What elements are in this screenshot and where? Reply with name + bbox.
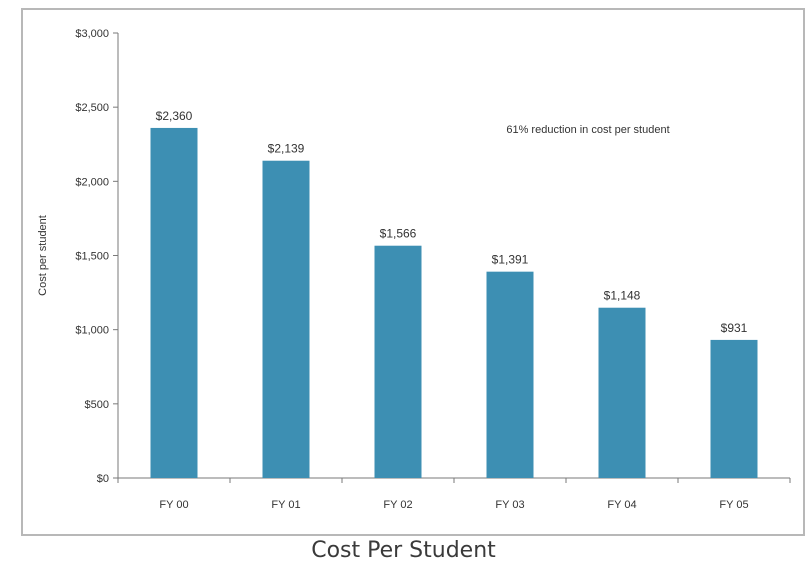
bar: [262, 160, 310, 478]
x-tick-label: FY 00: [159, 499, 188, 511]
y-tick-label: $0: [97, 473, 109, 485]
x-tick-label: FY 01: [271, 499, 300, 511]
data-label: $1,148: [604, 289, 641, 303]
y-tick-label: $3,000: [75, 28, 109, 40]
bar: [486, 271, 534, 478]
y-tick-label: $500: [85, 399, 109, 411]
x-tick-label: FY 04: [607, 499, 636, 511]
chart-title: Cost Per Student: [311, 538, 496, 563]
data-label: $1,566: [380, 227, 417, 241]
bar-chart: $0 $500 $1,000 $1,500 $2,000 $2,500 $3,000 Cost…: [37, 28, 791, 511]
x-tick-label: FY 02: [383, 499, 412, 511]
data-label: $2,139: [268, 142, 305, 156]
bar: [598, 307, 646, 478]
x-tick-label: FY 05: [719, 499, 748, 511]
y-tick-label: $1,000: [75, 325, 109, 337]
y-tick-label: $2,000: [75, 176, 109, 188]
bar: [374, 245, 422, 478]
y-axis-title: Cost per student: [37, 215, 49, 296]
data-label: $931: [721, 321, 748, 335]
bar: [710, 339, 758, 478]
data-label: $2,360: [156, 109, 193, 123]
data-label: $1,391: [492, 253, 529, 267]
x-tick-label: FY 03: [495, 499, 524, 511]
y-tick-label: $1,500: [75, 251, 109, 263]
y-tick-label: $2,500: [75, 102, 109, 114]
bar: [150, 127, 198, 478]
annotation: 61% reduction in cost per student: [506, 124, 669, 136]
